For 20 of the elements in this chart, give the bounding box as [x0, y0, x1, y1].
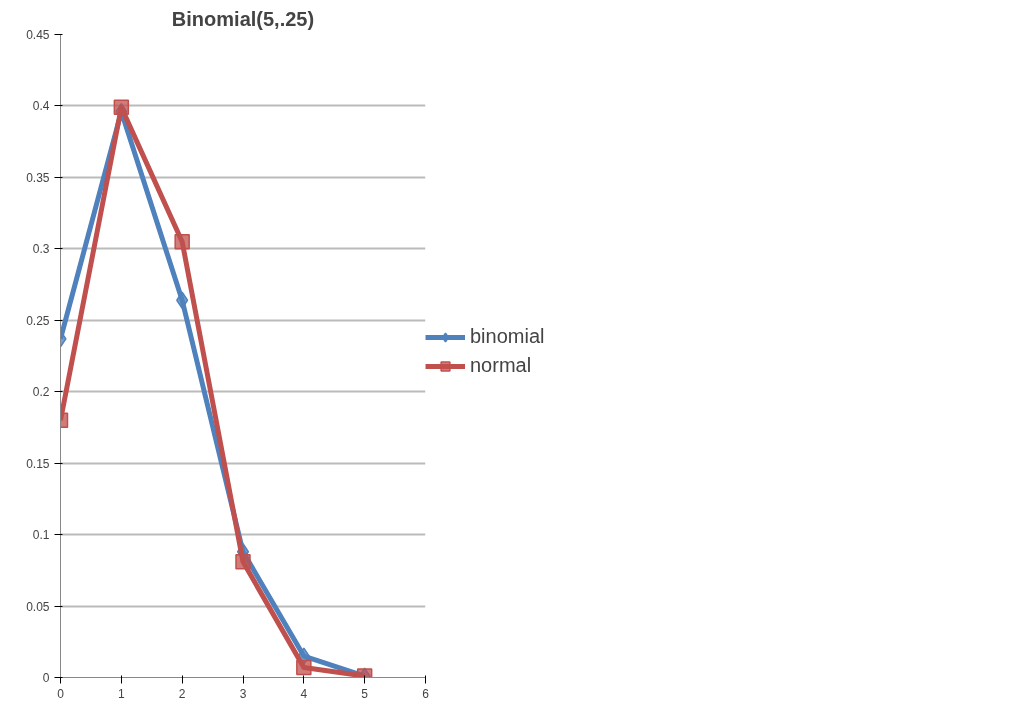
y-tick-label: 0.45: [26, 28, 50, 42]
x-tick-label: 0: [57, 686, 65, 701]
legend-label: binomial: [470, 325, 546, 348]
x-tick-label: 3: [239, 686, 247, 701]
y-tick-label: 0.1: [32, 528, 50, 543]
y-tick-label: 0.4: [32, 99, 50, 114]
chart-title: Binomial(5,.25): [171, 7, 315, 30]
x-tick-label: 2: [178, 686, 186, 701]
y-tick-label: 0.05: [26, 599, 50, 614]
y-tick-label: 0.3: [32, 242, 50, 257]
y-tick-label: 0.2: [32, 385, 50, 400]
y-tick-label: 0.25: [26, 313, 50, 328]
x-tick-label: 5: [361, 686, 369, 701]
x-tick-label: 6: [422, 686, 430, 701]
y-tick-label: 0.35: [26, 170, 50, 185]
legend-label: normal: [470, 354, 533, 377]
y-tick-label: 0.15: [26, 456, 50, 471]
y-tick-label: 0: [42, 671, 50, 685]
x-tick-label: 4: [300, 686, 308, 701]
x-tick-label: 1: [118, 686, 125, 701]
